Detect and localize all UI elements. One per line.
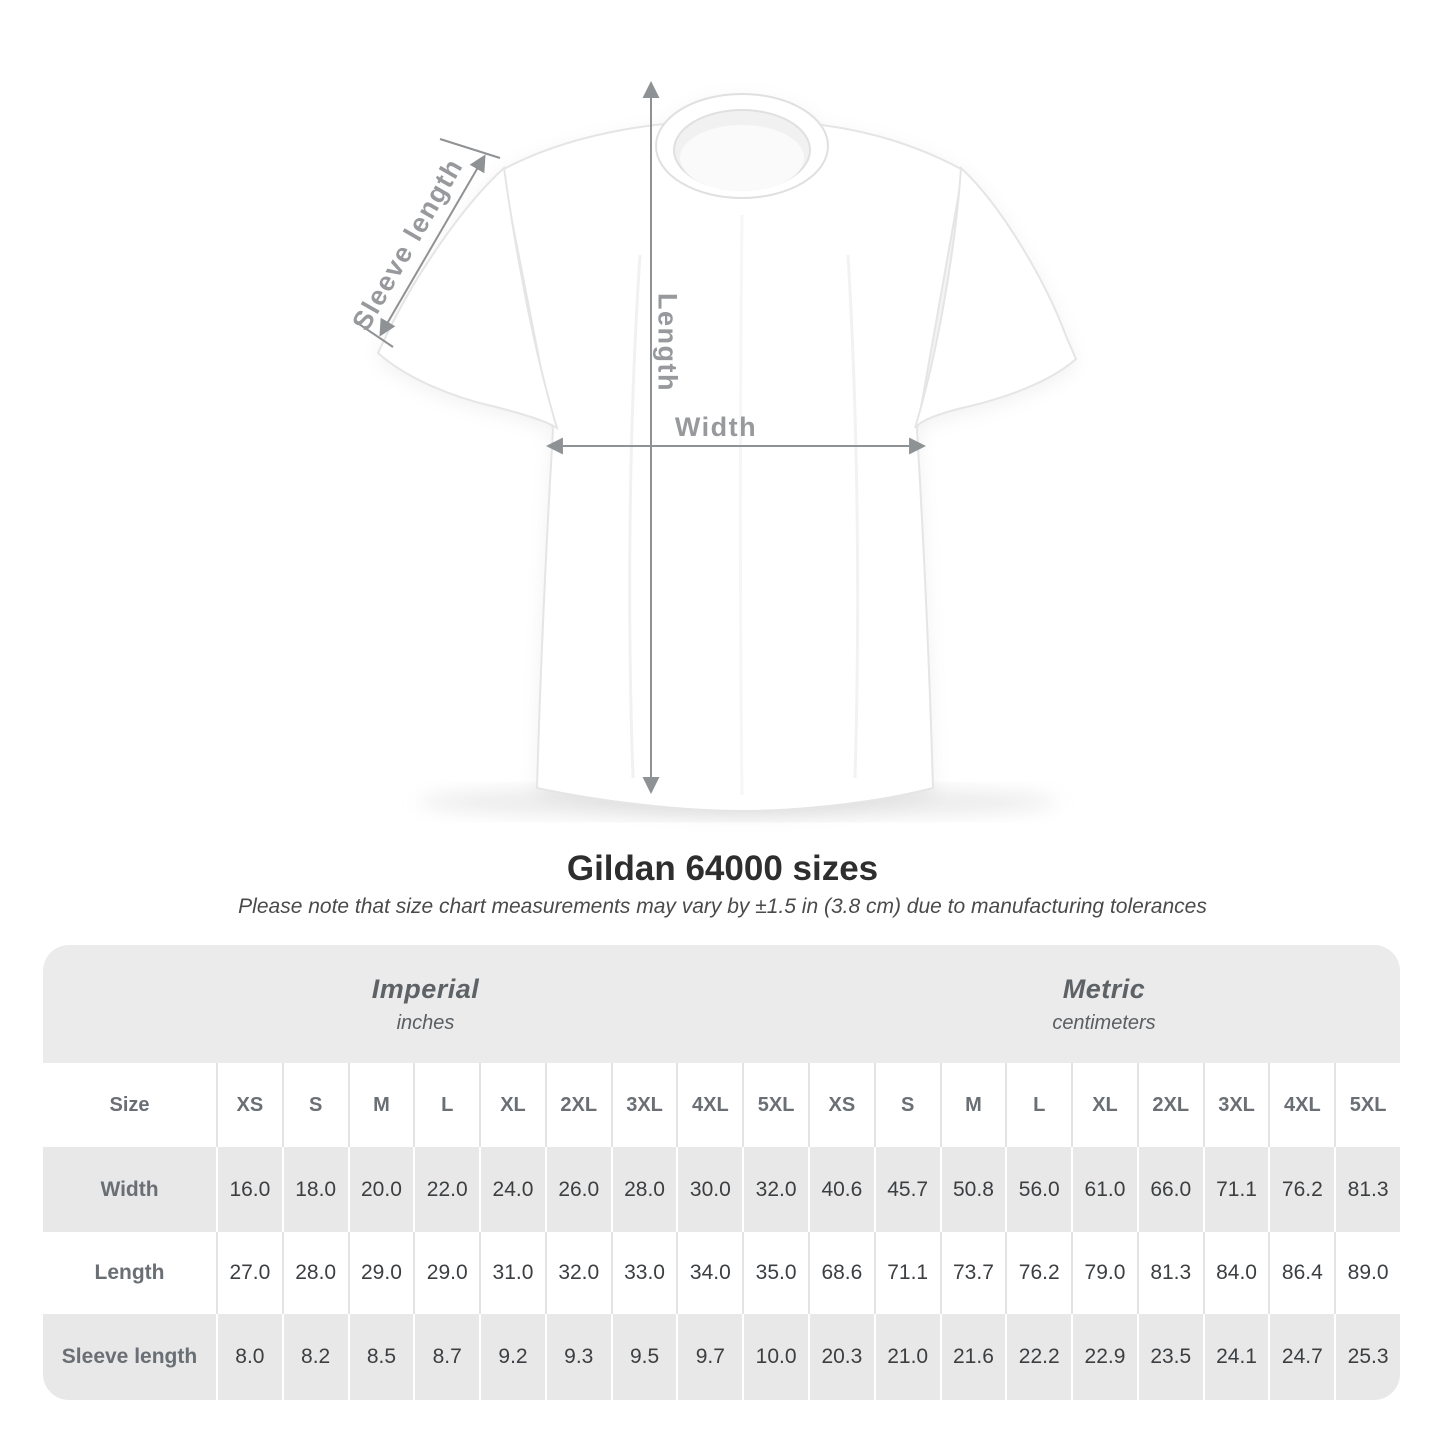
value-cell-metric: 81.3: [1136, 1232, 1203, 1314]
sleeve-length-arrow: [379, 154, 486, 337]
value-cell-imperial: 10.0: [742, 1314, 808, 1400]
size-col-header-metric: S: [873, 1063, 940, 1147]
value-cell-metric: 40.6: [808, 1147, 874, 1232]
value-cell-imperial: 28.0: [610, 1147, 677, 1232]
width-label: Width: [674, 412, 758, 442]
value-cell-metric: 86.4: [1268, 1232, 1335, 1314]
value-cell-metric: 81.3: [1334, 1147, 1400, 1232]
value-cell-metric: 24.7: [1268, 1314, 1335, 1400]
size-col-header-imperial: L: [413, 1063, 480, 1147]
size-col-header-metric: 4XL: [1268, 1063, 1335, 1147]
value-cell-imperial: 26.0: [544, 1147, 611, 1232]
size-col-header-metric: M: [939, 1063, 1006, 1147]
value-cell-metric: 56.0: [1005, 1147, 1072, 1232]
size-col-header-imperial: XL: [479, 1063, 545, 1147]
size-col-header-metric: 5XL: [1334, 1063, 1400, 1147]
value-cell-imperial: 24.0: [479, 1147, 545, 1232]
value-cell-metric: 76.2: [1268, 1147, 1335, 1232]
sleeve-tick-bottom: [355, 321, 394, 348]
value-cell-metric: 20.3: [808, 1314, 874, 1400]
value-cell-metric: 73.7: [939, 1232, 1006, 1314]
value-cell-imperial: 31.0: [479, 1232, 545, 1314]
size-col-header-imperial: XS: [216, 1063, 282, 1147]
size-col-header-imperial: 2XL: [544, 1063, 611, 1147]
value-cell-imperial: 29.0: [347, 1232, 414, 1314]
value-cell-metric: 22.2: [1005, 1314, 1072, 1400]
size-column-header: Size: [43, 1063, 216, 1147]
row-label: Length: [43, 1232, 216, 1314]
value-cell-imperial: 16.0: [216, 1147, 282, 1232]
value-cell-metric: 66.0: [1136, 1147, 1203, 1232]
size-col-header-metric: 2XL: [1136, 1063, 1203, 1147]
size-table: Imperial inches Metric centimeters Size X…: [43, 945, 1400, 1400]
tshirt-illustration: [355, 80, 1078, 819]
value-cell-imperial: 29.0: [413, 1232, 480, 1314]
value-cell-imperial: 35.0: [742, 1232, 808, 1314]
value-cell-metric: 21.6: [939, 1314, 1006, 1400]
row-label: Sleeve length: [43, 1314, 216, 1400]
value-cell-metric: 61.0: [1071, 1147, 1137, 1232]
length-label: Length: [652, 293, 683, 392]
value-cell-imperial: 20.0: [347, 1147, 414, 1232]
page-title: Gildan 64000 sizes: [566, 849, 879, 888]
imperial-sublabel: inches: [396, 1011, 455, 1034]
value-cell-imperial: 32.0: [742, 1147, 808, 1232]
sleeve-tick-top: [439, 138, 501, 159]
value-cell-imperial: 8.0: [216, 1314, 282, 1400]
value-cell-metric: 89.0: [1334, 1232, 1400, 1314]
size-col-header-imperial: M: [347, 1063, 414, 1147]
size-col-header-metric: XL: [1071, 1063, 1137, 1147]
value-cell-imperial: 28.0: [281, 1232, 348, 1314]
size-col-header-imperial: S: [281, 1063, 348, 1147]
value-cell-metric: 71.1: [873, 1232, 940, 1314]
size-col-header-metric: 3XL: [1202, 1063, 1269, 1147]
tshirt-measurement-diagram: Sleeve length Length Width: [346, 80, 1078, 819]
size-col-header-imperial: 4XL: [676, 1063, 743, 1147]
row-label: Width: [43, 1147, 216, 1232]
value-cell-imperial: 8.7: [413, 1314, 480, 1400]
unit-group-imperial: Imperial inches: [43, 945, 808, 1063]
value-cell-imperial: 33.0: [610, 1232, 677, 1314]
value-cell-metric: 45.7: [873, 1147, 940, 1232]
value-cell-imperial: 8.5: [347, 1314, 414, 1400]
value-cell-imperial: 22.0: [413, 1147, 480, 1232]
value-cell-metric: 23.5: [1136, 1314, 1203, 1400]
tshirt-body: [376, 93, 1078, 813]
value-cell-metric: 24.1: [1202, 1314, 1269, 1400]
value-cell-metric: 25.3: [1334, 1314, 1400, 1400]
metric-sublabel: centimeters: [1052, 1011, 1156, 1034]
value-cell-imperial: 30.0: [676, 1147, 743, 1232]
value-cell-metric: 21.0: [873, 1314, 940, 1400]
value-cell-imperial: 9.3: [544, 1314, 611, 1400]
value-cell-imperial: 18.0: [281, 1147, 348, 1232]
value-cell-imperial: 9.5: [610, 1314, 677, 1400]
unit-group-metric: Metric centimeters: [808, 945, 1400, 1063]
value-cell-imperial: 8.2: [281, 1314, 348, 1400]
size-col-header-imperial: 5XL: [742, 1063, 808, 1147]
value-cell-metric: 76.2: [1005, 1232, 1072, 1314]
value-cell-imperial: 32.0: [544, 1232, 611, 1314]
tolerance-note: Please note that size chart measurements…: [238, 895, 1207, 918]
dimension-arrows: [355, 80, 927, 795]
value-cell-metric: 84.0: [1202, 1232, 1269, 1314]
value-cell-imperial: 27.0: [216, 1232, 282, 1314]
size-col-header-imperial: 3XL: [610, 1063, 677, 1147]
size-col-header-metric: L: [1005, 1063, 1072, 1147]
imperial-label: Imperial: [371, 973, 480, 1004]
collar-inside: [680, 125, 804, 191]
size-col-header-metric: XS: [808, 1063, 874, 1147]
value-cell-metric: 22.9: [1071, 1314, 1137, 1400]
value-cell-imperial: 9.7: [676, 1314, 743, 1400]
value-cell-metric: 68.6: [808, 1232, 874, 1314]
value-cell-imperial: 9.2: [479, 1314, 545, 1400]
value-cell-metric: 71.1: [1202, 1147, 1269, 1232]
value-cell-imperial: 34.0: [676, 1232, 743, 1314]
value-cell-metric: 50.8: [939, 1147, 1006, 1232]
metric-label: Metric: [1062, 973, 1146, 1004]
value-cell-metric: 79.0: [1071, 1232, 1137, 1314]
